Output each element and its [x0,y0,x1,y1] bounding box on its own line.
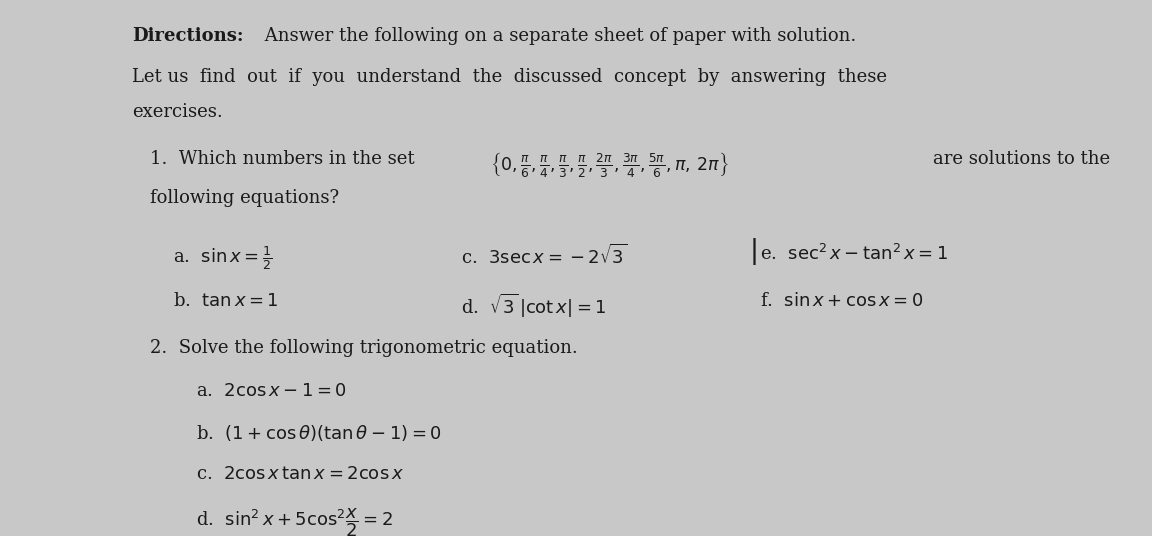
Text: $|$: $|$ [749,236,757,267]
Text: are solutions to the: are solutions to the [933,150,1111,168]
Text: d.  $\sin^{2}x + 5\cos^{2}\!\dfrac{x}{2} = 2$: d. $\sin^{2}x + 5\cos^{2}\!\dfrac{x}{2} … [196,507,393,536]
Text: Directions:: Directions: [132,27,244,45]
Text: 2.  Solve the following trigonometric equation.: 2. Solve the following trigonometric equ… [150,339,577,357]
Text: f.  $\sin x + \cos x = 0$: f. $\sin x + \cos x = 0$ [760,292,924,310]
Text: c.  $3\sec x = -2\sqrt{3}$: c. $3\sec x = -2\sqrt{3}$ [461,244,628,268]
Text: following equations?: following equations? [150,189,339,207]
Text: b.  $(1 + \cos\theta)(\tan\theta - 1) = 0$: b. $(1 + \cos\theta)(\tan\theta - 1) = 0… [196,423,441,443]
Text: e.  $\sec^{2}x - \tan^{2}x = 1$: e. $\sec^{2}x - \tan^{2}x = 1$ [760,244,948,264]
Text: Let us  find  out  if  you  understand  the  discussed  concept  by  answering  : Let us find out if you understand the di… [132,68,887,86]
Text: Answer the following on a separate sheet of paper with solution.: Answer the following on a separate sheet… [259,27,856,45]
Text: 1.  Which numbers in the set: 1. Which numbers in the set [150,150,420,168]
Text: b.  $\tan x = 1$: b. $\tan x = 1$ [173,292,279,310]
Text: c.  $2\cos x\,\tan x = 2\cos x$: c. $2\cos x\,\tan x = 2\cos x$ [196,465,404,483]
Text: exercises.: exercises. [132,103,223,121]
Text: d.  $\sqrt{3}\,|\cot x| = 1$: d. $\sqrt{3}\,|\cot x| = 1$ [461,292,606,320]
Text: $\left\{0,\frac{\pi}{6},\frac{\pi}{4},\frac{\pi}{3},\frac{\pi}{2},\frac{2\pi}{3}: $\left\{0,\frac{\pi}{6},\frac{\pi}{4},\f… [490,150,728,179]
Text: a.  $2\cos x - 1 = 0$: a. $2\cos x - 1 = 0$ [196,382,347,400]
Text: a.  $\sin x = \frac{1}{2}$: a. $\sin x = \frac{1}{2}$ [173,244,272,272]
